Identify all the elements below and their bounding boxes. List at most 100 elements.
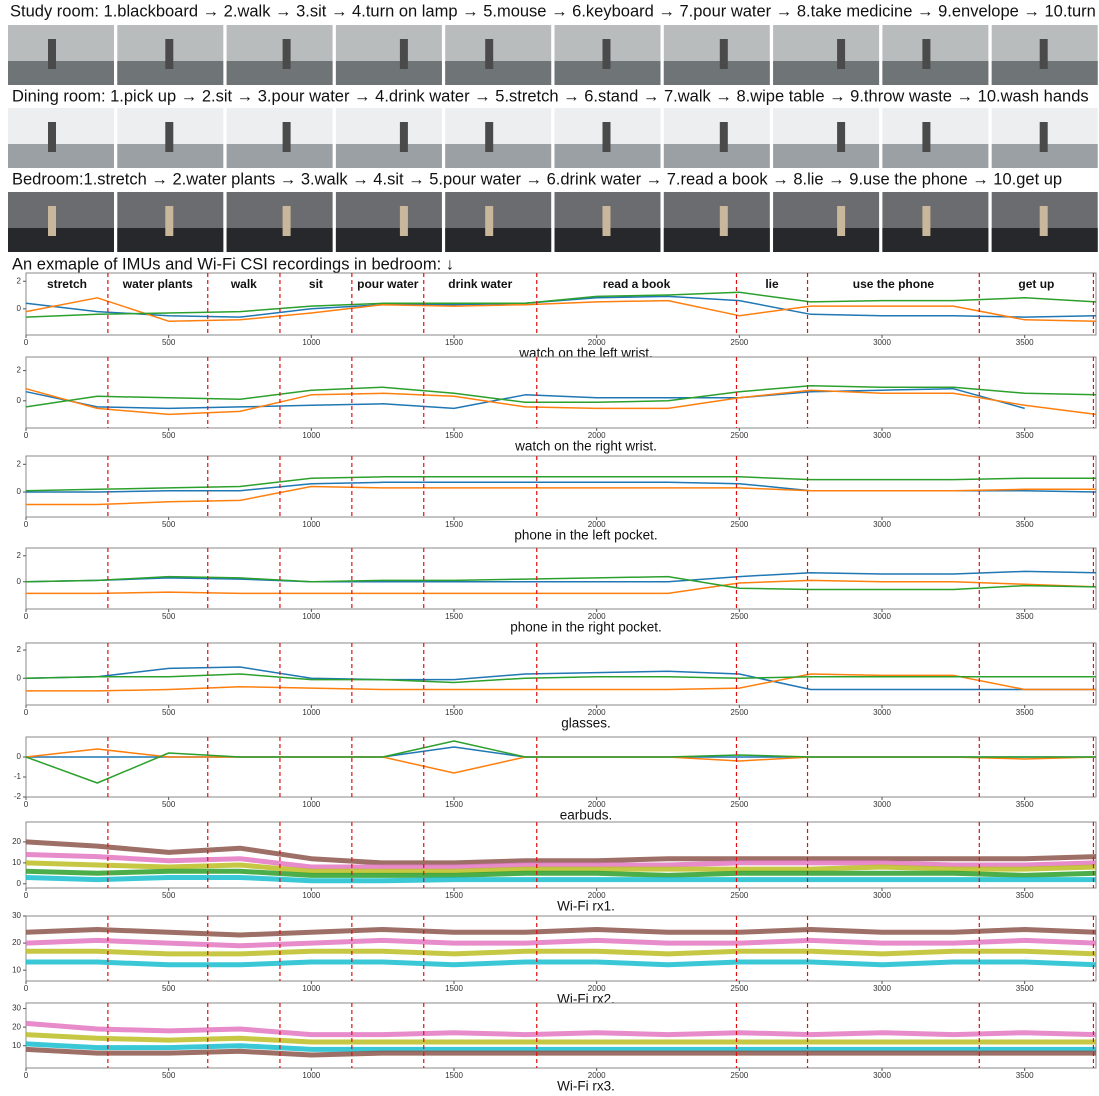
chart-caption: phone in the right pocket. — [510, 620, 662, 635]
x-tick-label: 1500 — [445, 612, 463, 621]
activity-label: get up — [1018, 277, 1054, 291]
intro-text: An exmaple of IMUs and Wi-Fi CSI recordi… — [12, 255, 454, 273]
activity-label: walk — [230, 277, 257, 291]
frame-person — [837, 122, 845, 152]
x-tick-label: 1500 — [445, 708, 463, 717]
y-tick-label: 10 — [12, 965, 21, 974]
y-tick-label: 2 — [17, 366, 22, 375]
x-tick-label: 3000 — [873, 338, 891, 347]
y-tick-label: 30 — [12, 911, 21, 920]
frame-person — [485, 39, 493, 69]
x-tick-label: 1500 — [445, 800, 463, 809]
x-tick-label: 500 — [162, 520, 176, 529]
x-tick-label: 0 — [24, 708, 29, 717]
x-tick-label: 2500 — [730, 338, 748, 347]
frame-person — [922, 39, 930, 69]
frame-person — [922, 206, 930, 236]
x-tick-label: 0 — [24, 520, 29, 529]
plot-area — [26, 916, 1096, 981]
x-tick-label: 500 — [162, 1071, 176, 1080]
frame-person — [283, 206, 291, 236]
row-caption: Study room: 1.blackboard → 2.walk → 3.si… — [10, 2, 1099, 20]
chart-caption: phone in the left pocket. — [514, 528, 657, 543]
activity-label: lie — [765, 277, 779, 291]
frame-floor — [336, 61, 442, 85]
x-tick-label: 3000 — [873, 431, 891, 440]
activity-label: water plants — [122, 277, 193, 291]
frame-floor — [227, 144, 333, 168]
row-caption: Dining room: 1.pick up → 2.sit → 3.pour … — [12, 87, 1089, 105]
frame-person — [400, 206, 408, 236]
x-tick-label: 3500 — [1016, 338, 1034, 347]
x-tick-label: 2500 — [730, 612, 748, 621]
x-tick-label: 1500 — [445, 431, 463, 440]
plot-area — [26, 456, 1096, 517]
x-tick-label: 500 — [162, 891, 176, 900]
y-tick-label: 0 — [17, 673, 22, 682]
x-tick-label: 3000 — [873, 708, 891, 717]
frame-person — [48, 122, 56, 152]
x-tick-label: 2500 — [730, 984, 748, 993]
frame-person — [1040, 39, 1048, 69]
y-tick-label: 20 — [12, 938, 21, 947]
x-tick-label: 3000 — [873, 891, 891, 900]
y-tick-label: 20 — [12, 837, 21, 846]
frame-person — [837, 206, 845, 236]
x-tick-label: 3000 — [873, 520, 891, 529]
frame-floor — [445, 228, 551, 252]
y-tick-label: -2 — [14, 792, 22, 801]
y-tick-label: 30 — [12, 1004, 21, 1013]
frame-floor — [8, 228, 114, 252]
x-tick-label: 3500 — [1016, 891, 1034, 900]
x-tick-label: 1500 — [445, 1071, 463, 1080]
frame-floor — [227, 61, 333, 85]
x-tick-label: 3500 — [1016, 800, 1034, 809]
x-tick-label: 500 — [162, 612, 176, 621]
frame-floor — [664, 144, 770, 168]
x-tick-label: 2500 — [730, 431, 748, 440]
frame-floor — [8, 61, 114, 85]
page: Study room: 1.blackboard → 2.walk → 3.si… — [0, 0, 1099, 1096]
x-tick-label: 1000 — [302, 338, 320, 347]
frame-person — [165, 122, 173, 152]
frame-floor — [773, 144, 879, 168]
x-tick-label: 1500 — [445, 338, 463, 347]
activity-label: read a book — [603, 277, 671, 291]
frame-person — [922, 122, 930, 152]
activity-label: sit — [309, 277, 323, 291]
x-tick-label: 0 — [24, 891, 29, 900]
frame-floor — [336, 144, 442, 168]
frame-floor — [445, 144, 551, 168]
y-tick-label: 0 — [17, 577, 22, 586]
frame-person — [720, 206, 728, 236]
frame-person — [1040, 206, 1048, 236]
x-tick-label: 2500 — [730, 891, 748, 900]
frame-floor — [773, 61, 879, 85]
frame-person — [400, 39, 408, 69]
y-tick-label: 2 — [17, 551, 22, 560]
x-tick-label: 3000 — [873, 800, 891, 809]
x-tick-label: 3500 — [1016, 431, 1034, 440]
y-tick-label: 10 — [12, 858, 21, 867]
x-tick-label: 3000 — [873, 1071, 891, 1080]
frame-person — [1040, 122, 1048, 152]
x-tick-label: 0 — [24, 338, 29, 347]
x-tick-label: 0 — [24, 800, 29, 809]
x-tick-label: 0 — [24, 984, 29, 993]
x-tick-label: 2500 — [730, 708, 748, 717]
y-tick-label: 0 — [17, 752, 22, 761]
frame-floor — [773, 228, 879, 252]
frame-person — [283, 39, 291, 69]
x-tick-label: 500 — [162, 984, 176, 993]
y-tick-label: -1 — [14, 772, 22, 781]
x-tick-label: 1000 — [302, 431, 320, 440]
y-tick-label: 2 — [17, 645, 22, 654]
plot-area — [26, 737, 1096, 797]
x-tick-label: 1000 — [302, 708, 320, 717]
x-tick-label: 1000 — [302, 800, 320, 809]
y-tick-label: 0 — [17, 396, 22, 405]
chart-caption: Wi-Fi rx3. — [557, 1079, 615, 1094]
y-tick-label: 0 — [17, 304, 22, 313]
frame-floor — [882, 228, 988, 252]
x-tick-label: 0 — [24, 431, 29, 440]
